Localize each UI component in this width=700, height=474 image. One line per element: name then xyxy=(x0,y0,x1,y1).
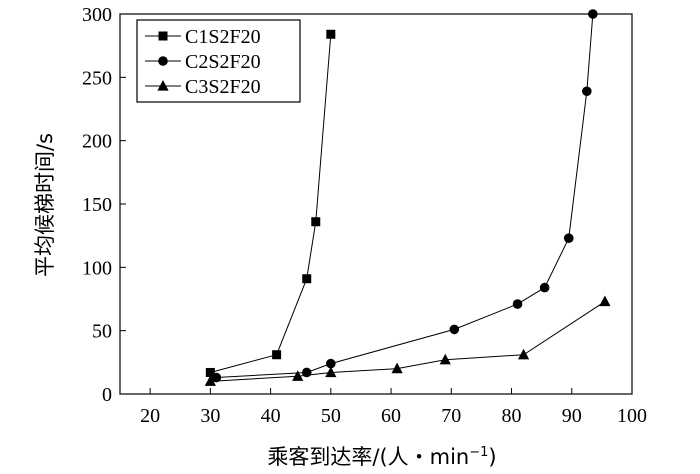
triangle-marker xyxy=(391,362,403,374)
x-tick-label: 100 xyxy=(617,405,647,427)
series-line xyxy=(210,301,606,382)
y-tick-label: 300 xyxy=(82,4,112,26)
legend-label: C1S2F20 xyxy=(185,26,261,48)
legend-label: C2S2F20 xyxy=(185,51,261,73)
triangle-marker xyxy=(292,370,304,381)
x-tick-label: 20 xyxy=(140,405,160,427)
x-axis-label-superscript: −1 xyxy=(469,445,488,460)
square-marker xyxy=(311,217,321,227)
x-tick-label: 70 xyxy=(441,405,461,427)
circle-marker xyxy=(211,372,222,383)
legend-label: C3S2F20 xyxy=(185,76,261,98)
x-tick-label: 80 xyxy=(502,405,522,427)
circle-marker xyxy=(539,282,550,293)
legend-item: C1S2F20 xyxy=(145,26,261,48)
square-marker xyxy=(302,274,312,284)
triangle-marker xyxy=(599,295,611,307)
legend: C1S2F20 C2S2F20 C3S2F20 xyxy=(136,19,301,103)
circle-marker xyxy=(326,358,336,369)
legend-triangle-marker xyxy=(157,80,169,91)
x-axis-label-suffix: ) xyxy=(488,445,496,469)
series-layer xyxy=(204,9,611,386)
x-tick-label: 50 xyxy=(321,405,341,427)
circle-marker xyxy=(512,299,523,309)
series-c1s2f20 xyxy=(205,29,336,377)
x-axis-label-main: 乘客到达率/(人・min xyxy=(267,445,469,469)
x-tick-label: 40 xyxy=(261,405,281,427)
triangle-marker xyxy=(325,366,337,378)
triangle-marker xyxy=(517,348,530,360)
x-tick-label: 60 xyxy=(381,405,401,427)
legend-item: C2S2F20 xyxy=(145,51,261,73)
y-axis-label: 平均候梯时间/s xyxy=(33,133,57,277)
x-axis-label: 乘客到达率/(人・min−1) xyxy=(267,445,496,469)
x-tick-label: 30 xyxy=(200,405,220,427)
y-tick-label: 200 xyxy=(82,131,112,153)
triangle-marker xyxy=(204,375,216,386)
circle-marker xyxy=(582,86,592,97)
legend-item: C3S2F20 xyxy=(145,76,261,98)
square-marker xyxy=(272,350,282,360)
circle-marker xyxy=(449,324,460,335)
circle-marker xyxy=(563,233,574,243)
y-tick-label: 150 xyxy=(82,194,112,216)
square-marker xyxy=(205,367,215,377)
triangle-marker xyxy=(439,353,451,365)
legend-square-marker xyxy=(158,31,168,41)
square-marker xyxy=(326,29,336,39)
y-tick-label: 0 xyxy=(102,384,112,406)
series-c3s2f20 xyxy=(204,295,611,386)
y-tick-label: 100 xyxy=(82,257,112,279)
y-tick-label: 250 xyxy=(82,67,112,89)
legend-circle-marker xyxy=(158,56,168,66)
x-tick-label: 90 xyxy=(562,405,582,427)
y-tick-label: 50 xyxy=(92,321,112,343)
axes: 20 30 40 50 60 70 80 90 100 0 50 100 150 200 250 300 xyxy=(82,4,647,427)
circle-marker xyxy=(588,9,598,19)
